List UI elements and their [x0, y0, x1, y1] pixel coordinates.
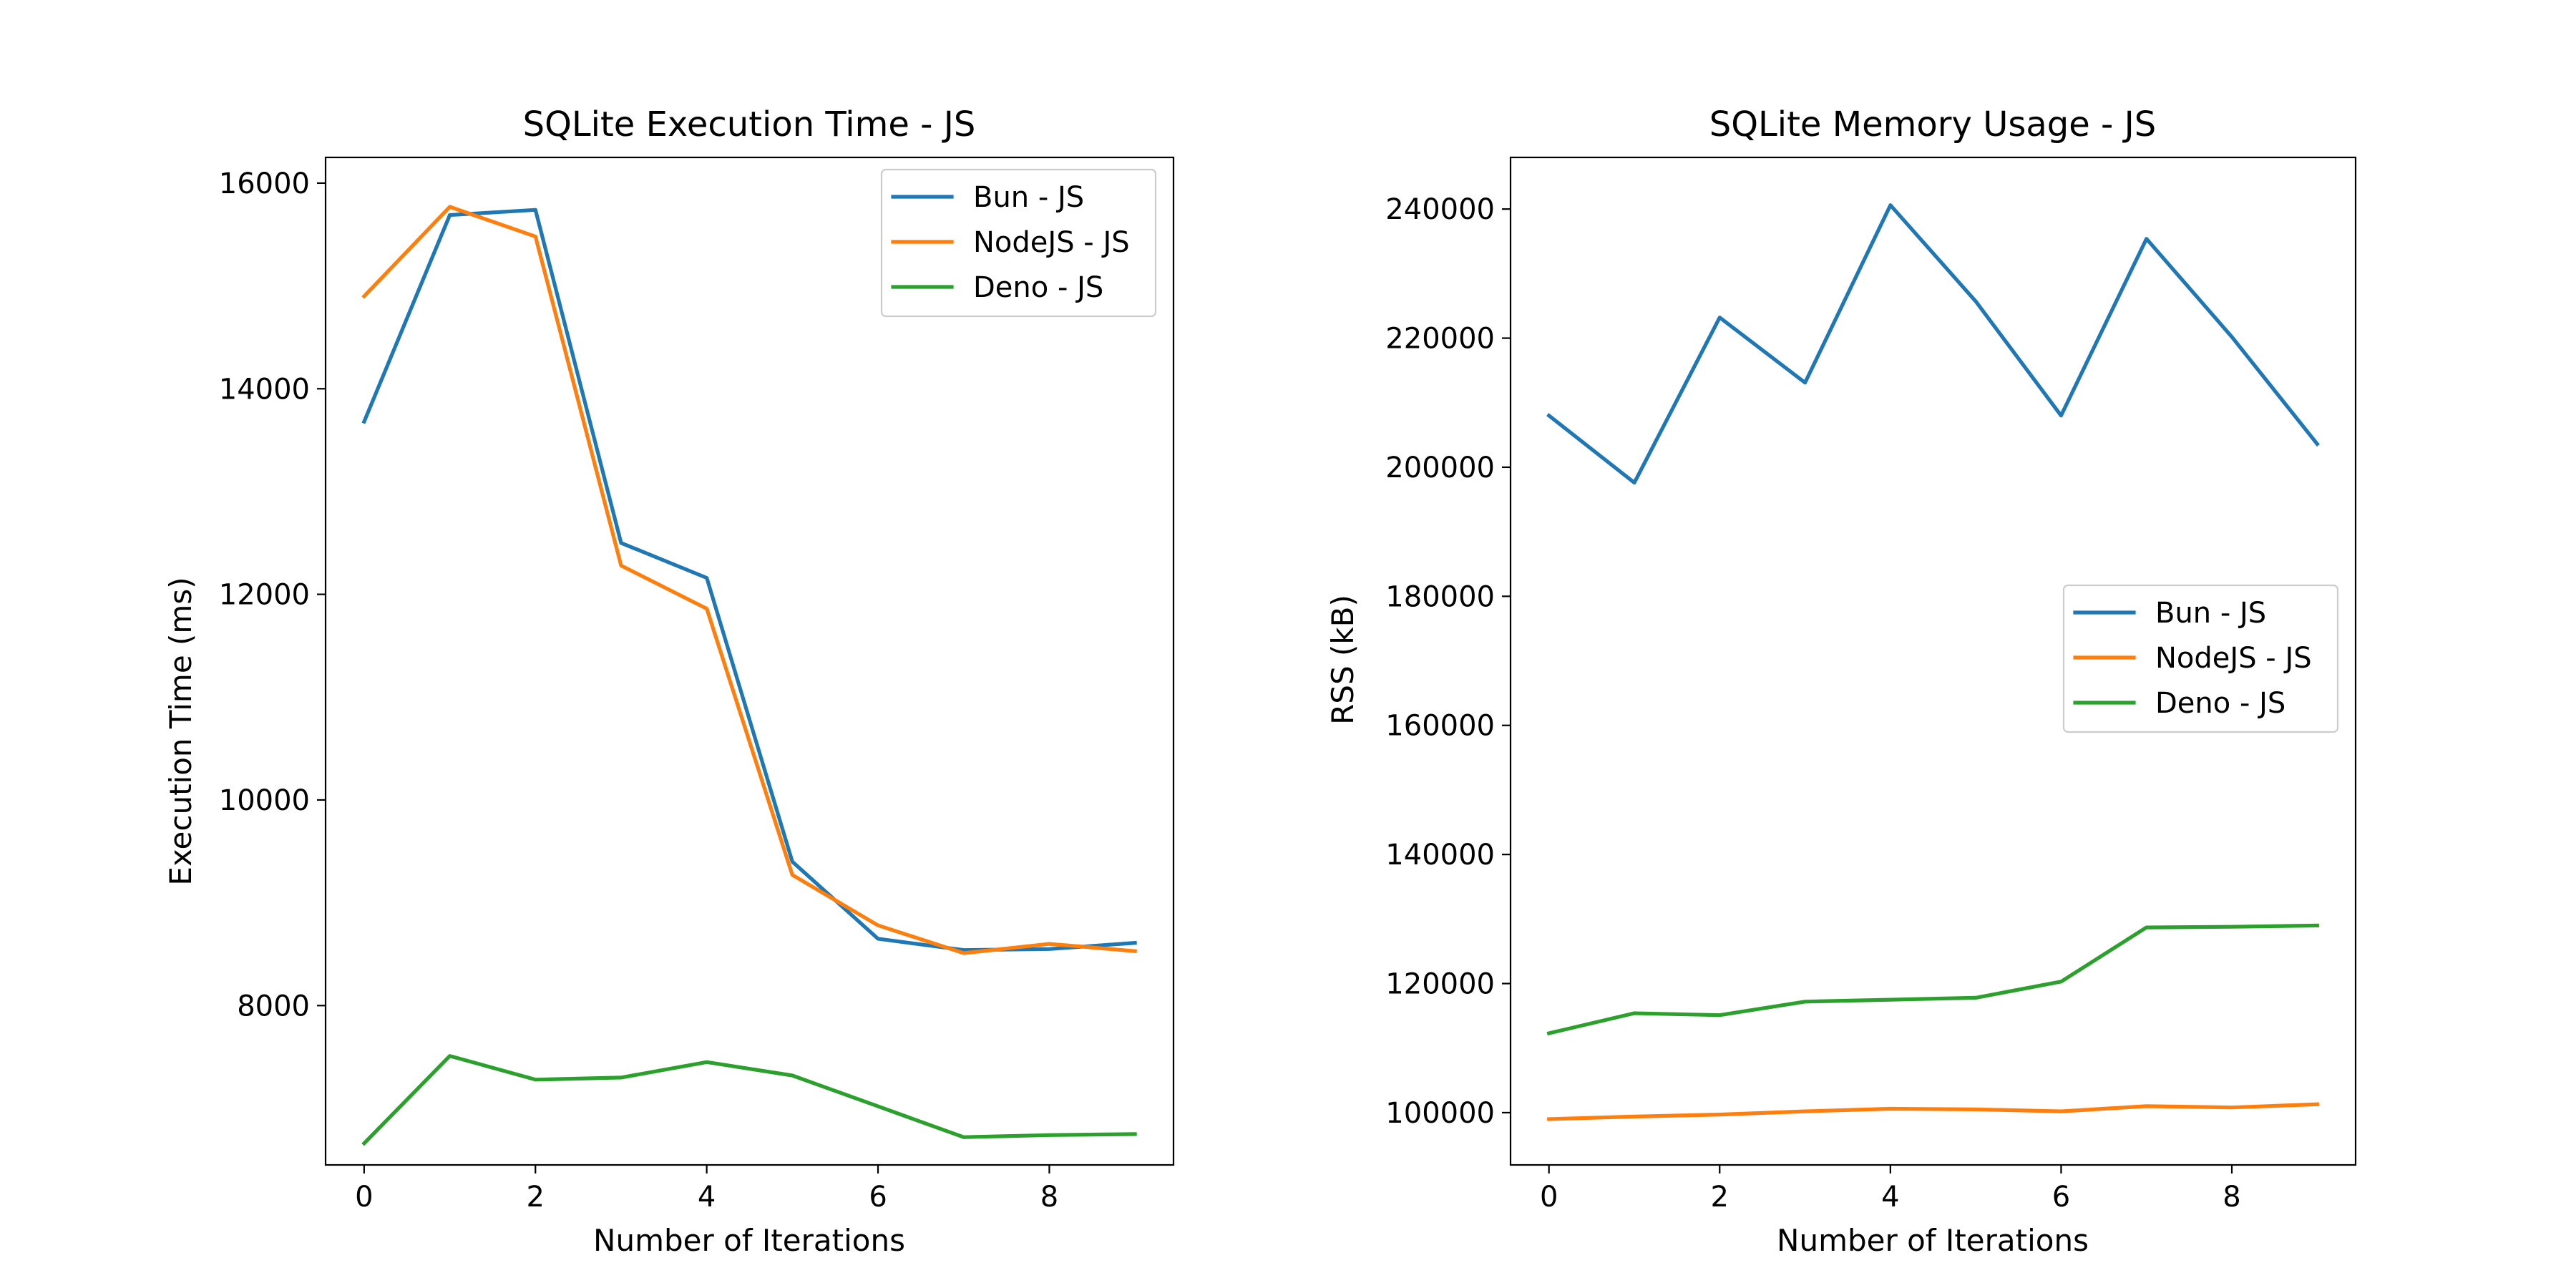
x-tick-label: 2: [1711, 1181, 1729, 1214]
legend-label: Bun - JS: [2155, 597, 2266, 630]
x-tick-label: 8: [1040, 1181, 1058, 1214]
x-tick-label: 4: [698, 1181, 716, 1214]
execution-time-chart: SQLite Execution Time - JS Number of Ite…: [163, 104, 1175, 1258]
y-tick-label: 220000: [1385, 323, 1495, 356]
series-line-deno-js: [1546, 923, 2319, 1036]
memory-usage-chart: SQLite Memory Usage - JS Number of Itera…: [1325, 104, 2357, 1258]
plot-frame: [1509, 156, 2357, 1166]
legend-box: [2062, 584, 2339, 733]
legend-box: [880, 168, 1157, 318]
x-tick-label: 6: [2052, 1181, 2070, 1214]
y-tick-label: 14000: [219, 373, 310, 406]
legend-label: Deno - JS: [2155, 687, 2285, 720]
y-tick-label: 160000: [1385, 710, 1495, 743]
y-tick-label: 200000: [1385, 452, 1495, 484]
chart-title: SQLite Memory Usage - JS: [1709, 104, 2156, 145]
y-tick-label: 120000: [1385, 968, 1495, 1001]
legend-label: Bun - JS: [973, 181, 1084, 214]
x-tick-label: 0: [1540, 1181, 1558, 1214]
y-axis-label: RSS (kB): [1325, 595, 1360, 725]
chart-title: SQLite Execution Time - JS: [523, 104, 976, 145]
x-axis-label: Number of Iterations: [1777, 1223, 2089, 1258]
plot-frame: [324, 156, 1175, 1166]
y-tick-label: 8000: [237, 990, 310, 1023]
y-tick-label: 140000: [1385, 839, 1495, 872]
x-tick-label: 8: [2223, 1181, 2240, 1214]
y-tick-label: 180000: [1385, 580, 1495, 613]
x-tick-label: 2: [527, 1181, 545, 1214]
legend-label: NodeJS - JS: [973, 226, 1130, 259]
y-tick-label: 12000: [219, 579, 310, 612]
y-axis-label: Execution Time (ms): [163, 577, 198, 885]
x-tick-label: 0: [355, 1181, 373, 1214]
y-tick-label: 240000: [1385, 193, 1495, 226]
x-tick-label: 6: [869, 1181, 887, 1214]
legend: Bun - JS NodeJS - JS Deno - JS: [880, 168, 1157, 318]
legend-label: NodeJS - JS: [2155, 642, 2312, 675]
series-line-nodejs-js: [1547, 1102, 2319, 1121]
y-tick-label: 10000: [219, 784, 310, 817]
series-line-nodejs-js: [361, 205, 1137, 955]
series-line-bun-js: [1546, 203, 2320, 485]
legend-label: Deno - JS: [973, 271, 1103, 304]
y-tick-label: 16000: [219, 167, 310, 200]
series-line-deno-js: [361, 1054, 1137, 1146]
x-tick-label: 4: [1881, 1181, 1899, 1214]
x-axis-label: Number of Iterations: [593, 1223, 905, 1258]
legend: Bun - JS NodeJS - JS Deno - JS: [2062, 584, 2339, 733]
y-tick-label: 100000: [1385, 1097, 1495, 1130]
